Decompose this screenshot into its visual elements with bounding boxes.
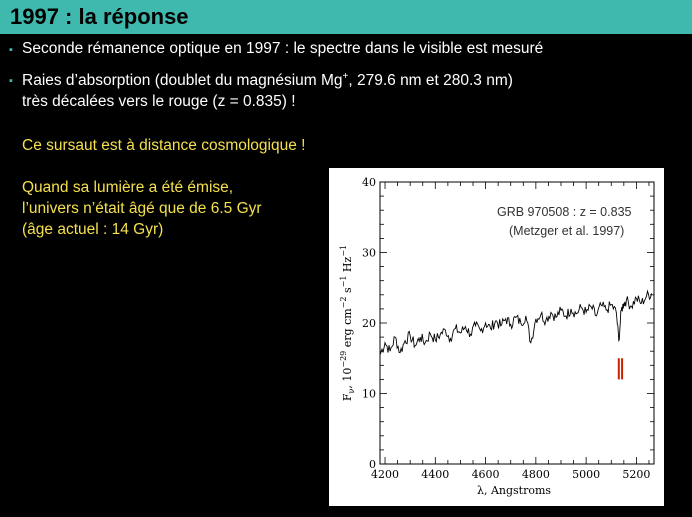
bullet-text-2-part-1: Raies d’absorption (doublet du magnésium… xyxy=(22,72,343,90)
y-tick-labels: 0 10 20 30 40 xyxy=(362,176,376,471)
y-tick-label: 30 xyxy=(362,247,376,260)
absorption-markers xyxy=(617,358,624,380)
bullet-text-2-superscript: + xyxy=(342,71,349,82)
x-axis-label: λ, Angstroms xyxy=(477,484,551,497)
y-tick-label: 0 xyxy=(369,458,376,471)
x-tick-label: 4400 xyxy=(421,468,449,481)
x-tick-labels: 4200 4400 4600 4800 5000 5200 xyxy=(371,468,650,481)
slide-title: 1997 : la réponse xyxy=(10,4,189,29)
x-tick-label: 4800 xyxy=(522,468,550,481)
title-bar xyxy=(0,0,692,34)
bullet-marker: ▪ xyxy=(9,44,13,56)
spectrum-figure: 4200 4400 4600 4800 5000 5200 0 10 20 30 40 GRB 9… xyxy=(329,168,664,506)
y-tick-label: 20 xyxy=(362,317,376,330)
axis-ticks xyxy=(380,181,654,465)
x-tick-label: 4200 xyxy=(371,468,399,481)
x-tick-label: 5000 xyxy=(572,468,600,481)
highlight-text: Ce sursaut est à distance cosmologique ! xyxy=(22,137,306,154)
y-tick-label: 40 xyxy=(362,176,376,189)
bullet-text-1: Seconde rémanence optique en 1997 : le s… xyxy=(22,40,544,57)
bullet-marker: ▪ xyxy=(9,75,13,87)
note-line-2: l’univers n’était âgé que de 6.5 Gyr xyxy=(22,200,262,217)
bullet-text-2-part-2: , 279.6 nm et 280.3 nm) xyxy=(348,72,513,90)
bullet-text-2-line-2: très décalées vers le rouge (z = 0.835) … xyxy=(22,93,296,110)
note-line-3: (âge actuel : 14 Gyr) xyxy=(22,221,164,238)
spectrum-series-line xyxy=(379,289,652,355)
chart-annotation-1: GRB 970508 : z = 0.835 xyxy=(497,205,632,219)
y-axis-label: Fν, 10−29 erg cm−2 s−1 Hz−1 xyxy=(339,245,356,401)
chart-annotation-2: (Metzger et al. 1997) xyxy=(509,224,624,238)
y-tick-label: 10 xyxy=(362,388,376,401)
x-tick-label: 5200 xyxy=(622,468,650,481)
x-tick-label: 4600 xyxy=(472,468,500,481)
note-line-1: Quand sa lumière a été émise, xyxy=(22,179,234,196)
spectrum-chart: 4200 4400 4600 4800 5000 5200 0 10 20 30 40 GRB 9… xyxy=(339,176,655,497)
bullet-text-2-line-1: Raies d’absorption (doublet du magnésium… xyxy=(22,71,513,90)
